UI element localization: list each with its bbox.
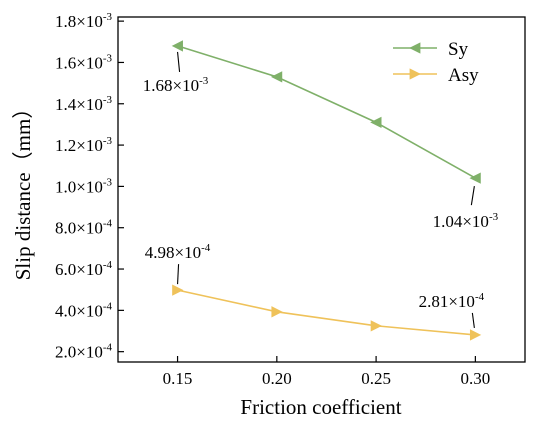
plot-frame bbox=[117, 16, 526, 363]
y-tick-label-mantissa: 2.0×10 bbox=[55, 343, 103, 362]
data-point bbox=[370, 320, 382, 332]
annotation-leader bbox=[470, 186, 475, 206]
y-tick-label: 1.6×10-3 bbox=[55, 52, 113, 72]
y-tick-label-exponent: -4 bbox=[103, 342, 113, 354]
legend-marker bbox=[409, 68, 421, 80]
data-point bbox=[172, 284, 184, 296]
legend-label: Asy bbox=[448, 65, 479, 86]
annotation-label: 1.04×10-3 bbox=[433, 211, 499, 231]
y-tick-label-mantissa: 4.0×10 bbox=[55, 301, 103, 320]
y-tick-label: 1.2×10-3 bbox=[55, 135, 113, 155]
y-tick-label: 1.8×10-3 bbox=[55, 11, 113, 31]
data-point bbox=[271, 306, 283, 318]
series-layer bbox=[171, 40, 482, 341]
annotation-label-mantissa: 1.68×10 bbox=[143, 76, 199, 95]
y-tick-label-exponent: -4 bbox=[103, 218, 113, 230]
y-axis: 2.0×10-44.0×10-46.0×10-48.0×10-41.0×10-3… bbox=[55, 11, 124, 362]
y-tick-label-exponent: -3 bbox=[103, 176, 113, 188]
y-axis-title: Slip distance（mm） bbox=[11, 98, 35, 281]
series-line-asy bbox=[177, 289, 476, 336]
legend-label: Sy bbox=[448, 39, 469, 60]
data-annotation: 4.98×10-4 bbox=[145, 242, 211, 285]
y-tick-label: 6.0×10-4 bbox=[55, 259, 113, 279]
plot-area-border bbox=[117, 16, 526, 363]
y-tick-label-mantissa: 1.6×10 bbox=[55, 53, 103, 72]
y-tick-label-exponent: -3 bbox=[103, 135, 113, 147]
annotation-label-exponent: -3 bbox=[199, 75, 209, 87]
y-tick-label-mantissa: 1.4×10 bbox=[55, 95, 103, 114]
x-tick-label: 0.25 bbox=[361, 369, 391, 388]
y-tick-label-exponent: -3 bbox=[103, 11, 113, 23]
series-sy bbox=[171, 40, 481, 184]
x-axis: 0.15 0.20 0.25 0.30 bbox=[163, 356, 490, 388]
y-tick-label: 4.0×10-4 bbox=[55, 300, 113, 320]
y-tick-label-exponent: -3 bbox=[103, 94, 113, 106]
annotation-leader bbox=[177, 264, 180, 285]
y-tick-label: 1.0×10-3 bbox=[55, 176, 113, 196]
y-tick-label: 8.0×10-4 bbox=[55, 218, 113, 238]
y-tick-label-exponent: -4 bbox=[103, 259, 113, 271]
x-tick-label: 0.15 bbox=[163, 369, 193, 388]
data-point bbox=[469, 172, 481, 184]
x-axis-title: Friction coefficient bbox=[240, 395, 401, 419]
y-tick-label-mantissa: 6.0×10 bbox=[55, 260, 103, 279]
data-annotation: 1.68×10-3 bbox=[143, 51, 209, 95]
annotation-leader bbox=[177, 51, 181, 72]
legend-marker bbox=[409, 42, 421, 54]
y-tick-label-mantissa: 8.0×10 bbox=[55, 219, 103, 238]
y-tick-label-mantissa: 1.0×10 bbox=[55, 177, 103, 196]
data-point bbox=[270, 71, 283, 83]
annotation-label: 1.68×10-3 bbox=[143, 75, 209, 95]
annotation-label-mantissa: 1.04×10 bbox=[433, 212, 489, 231]
x-tick-label: 0.20 bbox=[262, 369, 292, 388]
annotation-label-mantissa: 2.81×10 bbox=[419, 292, 475, 311]
series-asy bbox=[172, 284, 482, 341]
annotation-leader bbox=[471, 312, 475, 329]
y-tick-label-mantissa: 1.8×10 bbox=[55, 12, 103, 31]
legend-item-asy: Asy bbox=[393, 65, 479, 86]
data-point bbox=[171, 40, 183, 52]
x-tick-label: 0.30 bbox=[460, 369, 490, 388]
y-tick-label: 2.0×10-4 bbox=[55, 342, 113, 362]
series-line-sy bbox=[177, 45, 476, 179]
annotation-label-mantissa: 4.98×10 bbox=[145, 243, 201, 262]
data-annotation: 1.04×10-3 bbox=[433, 186, 499, 231]
annotation-label: 4.98×10-4 bbox=[145, 242, 211, 262]
annotation-label: 2.81×10-4 bbox=[419, 291, 485, 311]
y-tick-label-mantissa: 1.2×10 bbox=[55, 136, 103, 155]
data-point bbox=[370, 116, 382, 129]
y-tick-label: 1.4×10-3 bbox=[55, 94, 113, 114]
annotation-layer: 1.68×10-31.04×10-34.98×10-42.81×10-4 bbox=[143, 51, 499, 329]
legend: Sy Asy bbox=[393, 39, 479, 86]
annotation-label-exponent: -4 bbox=[201, 242, 211, 254]
legend-item-sy: Sy bbox=[393, 39, 469, 60]
y-tick-label-exponent: -3 bbox=[103, 52, 113, 64]
annotation-label-exponent: -4 bbox=[475, 291, 485, 303]
annotation-label-exponent: -3 bbox=[489, 211, 499, 223]
data-annotation: 2.81×10-4 bbox=[419, 291, 485, 329]
y-tick-label-exponent: -4 bbox=[103, 300, 113, 312]
data-point bbox=[469, 329, 482, 341]
